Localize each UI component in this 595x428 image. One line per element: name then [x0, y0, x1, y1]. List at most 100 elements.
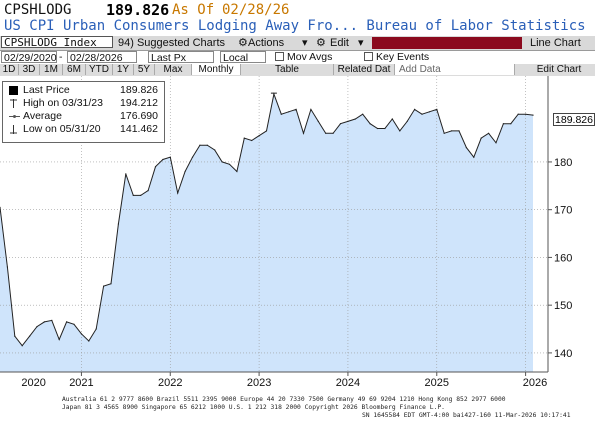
as-of-label: As Of: [172, 2, 215, 18]
suggested-charts-button[interactable]: 94) Suggested Charts: [118, 37, 226, 49]
data-point: [458, 130, 460, 132]
legend-label: High on 03/31/23: [23, 97, 103, 109]
data-point: [354, 118, 356, 120]
chart-controls: 02/29/2020 - 02/28/2026 Last Px Local CC…: [0, 51, 595, 76]
tab-1d[interactable]: 1D: [0, 64, 19, 75]
data-point: [325, 132, 327, 134]
legend-value: 194.212: [120, 97, 158, 109]
data-point: [21, 345, 23, 347]
data-point: [517, 113, 519, 115]
tab-1y[interactable]: 1Y: [113, 64, 134, 75]
x-tick-label: 2021: [69, 377, 93, 389]
start-date-field[interactable]: 02/29/2020: [1, 51, 57, 64]
frequency-select[interactable]: Monthly: [192, 64, 241, 75]
legend-item-high: High on 03/31/23 194.212: [7, 97, 160, 110]
x-tick-label: 2024: [336, 377, 360, 389]
key-events-checkbox[interactable]: [364, 52, 373, 61]
add-data-field[interactable]: Add Data: [395, 64, 515, 75]
data-point: [391, 118, 393, 120]
date-separator: -: [59, 51, 63, 63]
data-point: [310, 108, 312, 110]
data-point: [95, 328, 97, 330]
data-point: [265, 130, 268, 132]
toolbar-red-bar: [372, 37, 522, 49]
data-point: [384, 127, 386, 130]
legend-item-low: Low on 05/31/20 141.462: [7, 123, 160, 136]
tab-max[interactable]: Max: [155, 64, 192, 75]
data-point: [169, 156, 171, 158]
x-tick-label: 2026: [523, 377, 547, 389]
gear-icon[interactable]: ⚙: [316, 37, 326, 49]
mov-avgs-checkbox[interactable]: [275, 52, 284, 61]
tab-ytd[interactable]: YTD: [86, 64, 113, 75]
data-point: [295, 108, 297, 110]
data-point: [525, 113, 527, 115]
data-point: [436, 108, 438, 110]
currency-select[interactable]: Local CCY: [220, 51, 266, 76]
data-point: [251, 139, 253, 142]
table-button[interactable]: Table: [241, 64, 334, 75]
data-point: [451, 130, 453, 132]
x-tick-label: 2025: [425, 377, 449, 389]
chevron-down-icon[interactable]: ▾: [358, 37, 364, 49]
legend-value: 176.690: [120, 110, 158, 122]
data-point: [258, 135, 260, 137]
legend-label: Last Price: [23, 84, 70, 96]
data-point: [421, 113, 423, 115]
data-point: [495, 142, 497, 144]
data-point: [14, 335, 16, 337]
area-fill: [0, 94, 533, 372]
footer: Australia 61 2 9777 8600 Brazil 5511 239…: [0, 396, 595, 428]
as-of-date: 02/28/26: [222, 2, 290, 18]
field-select[interactable]: Last Px: [148, 51, 214, 64]
edit-menu[interactable]: Edit: [330, 37, 349, 49]
data-point: [317, 120, 319, 122]
end-date-field[interactable]: 02/28/2026: [67, 51, 137, 64]
data-point: [221, 161, 223, 163]
data-point: [43, 321, 46, 323]
chart-toolbar: CPSHLODG Index 94) Suggested Charts ⚙ Ac…: [0, 36, 595, 51]
chart-legend[interactable]: Last Price 189.826 High on 03/31/23 194.…: [2, 81, 165, 143]
data-point: [302, 132, 305, 134]
tab-1m[interactable]: 1M: [40, 64, 63, 75]
footer-line: SN 1645584 EDT GMT-4:00 bai427-160 11-Ma…: [362, 412, 571, 419]
data-point: [191, 156, 194, 158]
legend-label: Low on 05/31/20: [23, 123, 101, 135]
data-point: [51, 319, 53, 321]
high-marker-icon: [9, 99, 18, 108]
ticker-symbol[interactable]: CPSHLODG: [4, 2, 72, 18]
data-point: [154, 166, 157, 168]
data-point: [177, 192, 179, 194]
legend-label: Average: [23, 110, 62, 122]
tab-3d[interactable]: 3D: [19, 64, 40, 75]
security-header: CPSHLODG 189.826 As Of 02/28/26: [0, 0, 595, 19]
chart-plot[interactable]: 140 150 160 170 180 2020 2021 2022 2023 2024 2025 2…: [0, 76, 595, 398]
tab-5y[interactable]: 5Y: [134, 64, 155, 75]
low-marker-icon: [9, 125, 18, 134]
data-point: [125, 173, 127, 175]
data-point: [6, 266, 8, 268]
x-tick-label: 2022: [158, 377, 182, 389]
data-point: [488, 132, 490, 134]
edit-chart-button[interactable]: Edit Chart: [536, 64, 582, 75]
data-point: [236, 170, 238, 173]
data-point: [532, 114, 534, 116]
data-point: [206, 144, 208, 146]
data-point: [510, 123, 512, 125]
legend-value: 189.826: [120, 84, 158, 96]
related-data-button[interactable]: Related Dat: [334, 64, 395, 75]
gear-icon[interactable]: ⚙: [238, 37, 248, 49]
security-field[interactable]: CPSHLODG Index: [1, 36, 113, 49]
data-point: [362, 113, 364, 115]
y-tick-label: 180: [554, 157, 572, 169]
actions-menu[interactable]: Actions: [248, 37, 285, 49]
data-point: [288, 111, 290, 113]
last-price-tag: 189.826: [553, 113, 595, 126]
x-tick-label: 2023: [247, 377, 271, 389]
tab-6m[interactable]: 6M: [63, 64, 86, 75]
chart-type-label[interactable]: Line Chart: [530, 37, 581, 49]
key-events-label: Key Events: [376, 51, 430, 63]
chevron-down-icon[interactable]: ▾: [302, 37, 308, 49]
footer-line: Japan 81 3 4565 8900 Singapore 65 6212 1…: [62, 404, 445, 411]
data-point: [214, 149, 216, 151]
